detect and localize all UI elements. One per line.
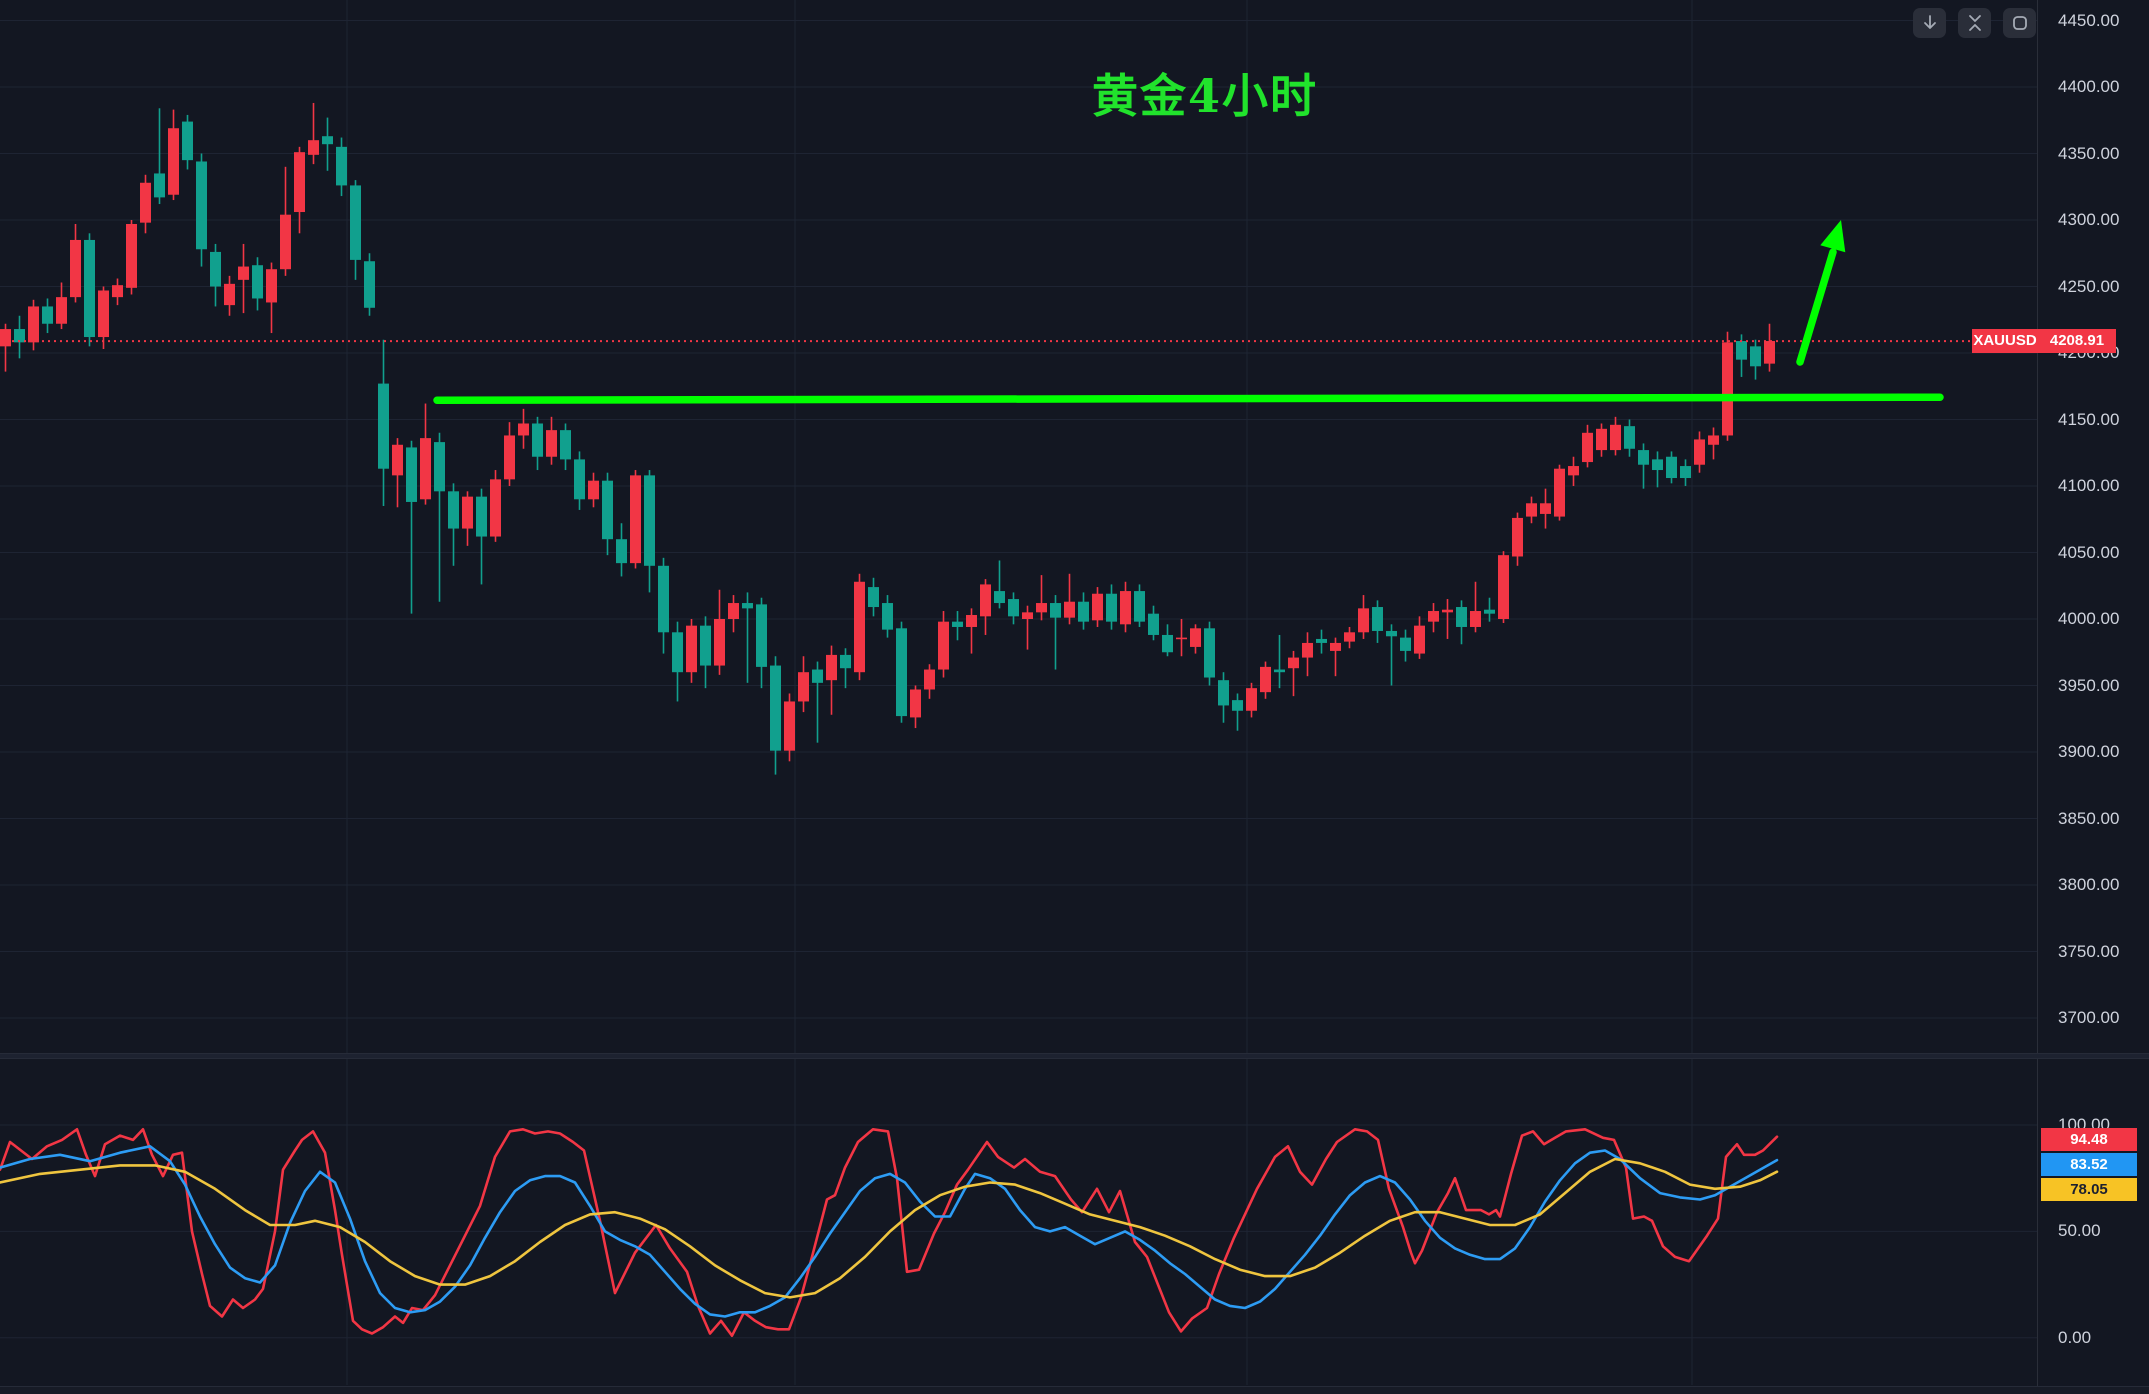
- price-tick-label: 4100.00: [2058, 476, 2120, 495]
- oscillator-fast-value-flag: 94.48: [2041, 1128, 2137, 1151]
- candles-layer: [0, 102, 1775, 775]
- last-price-flag: 4208.91: [2038, 329, 2116, 353]
- price-tick-label: 4450.00: [2058, 10, 2120, 30]
- price-tick-label: 3800.00: [2058, 875, 2120, 894]
- arrow-down-button[interactable]: [1913, 8, 1946, 38]
- price-tick-label: 4300.00: [2058, 210, 2120, 229]
- price-tick-label: 3900.00: [2058, 742, 2120, 761]
- oscillator-tick-label: 50.00: [2058, 1221, 2101, 1241]
- symbol-flag: XAUUSD: [1972, 329, 2038, 353]
- price-tick-label: 3750.00: [2058, 941, 2120, 961]
- oscillator-tick-label: 0.00: [2058, 1327, 2092, 1347]
- collapse-panes-icon: [1968, 15, 1981, 31]
- price-tick-label: 3850.00: [2058, 808, 2120, 828]
- pane-toolbar: [1913, 8, 2036, 38]
- arrow-down-icon: [1923, 15, 1936, 29]
- oscillator-mid-value-flag: 83.52: [2041, 1153, 2137, 1176]
- time-axis-strip: [0, 1386, 2149, 1394]
- collapse-panes-button[interactable]: [1958, 8, 1991, 38]
- oscillator-line-slow: [0, 1157, 1779, 1299]
- price-tick-label: 4050.00: [2058, 542, 2120, 562]
- oscillator-slow-value-flag: 78.05: [2041, 1178, 2137, 1201]
- up-arrow-head[interactable]: [1820, 220, 1846, 253]
- price-tick-label: 4150.00: [2058, 409, 2120, 429]
- maximize-pane-icon: [2012, 16, 2027, 30]
- price-tick-label: 3700.00: [2058, 1008, 2120, 1027]
- price-tick-label: 3950.00: [2058, 675, 2120, 695]
- grid-lines: [0, 0, 2037, 1385]
- support-line-drawing[interactable]: [433, 393, 1944, 404]
- price-tick-label: 4000.00: [2058, 609, 2120, 628]
- oscillator-line-fast: [0, 1128, 1779, 1337]
- up-arrow-drawing[interactable]: [1796, 248, 1837, 366]
- oscillator-line-mid: [0, 1145, 1779, 1318]
- price-tick-label: 4400.00: [2058, 77, 2120, 96]
- price-tick-label: 4350.00: [2058, 143, 2120, 163]
- maximize-pane-button[interactable]: [2003, 8, 2036, 38]
- pane-divider[interactable]: [0, 1053, 2149, 1059]
- price-tick-label: 4250.00: [2058, 276, 2120, 296]
- chart-plot-area[interactable]: [0, 0, 2037, 1393]
